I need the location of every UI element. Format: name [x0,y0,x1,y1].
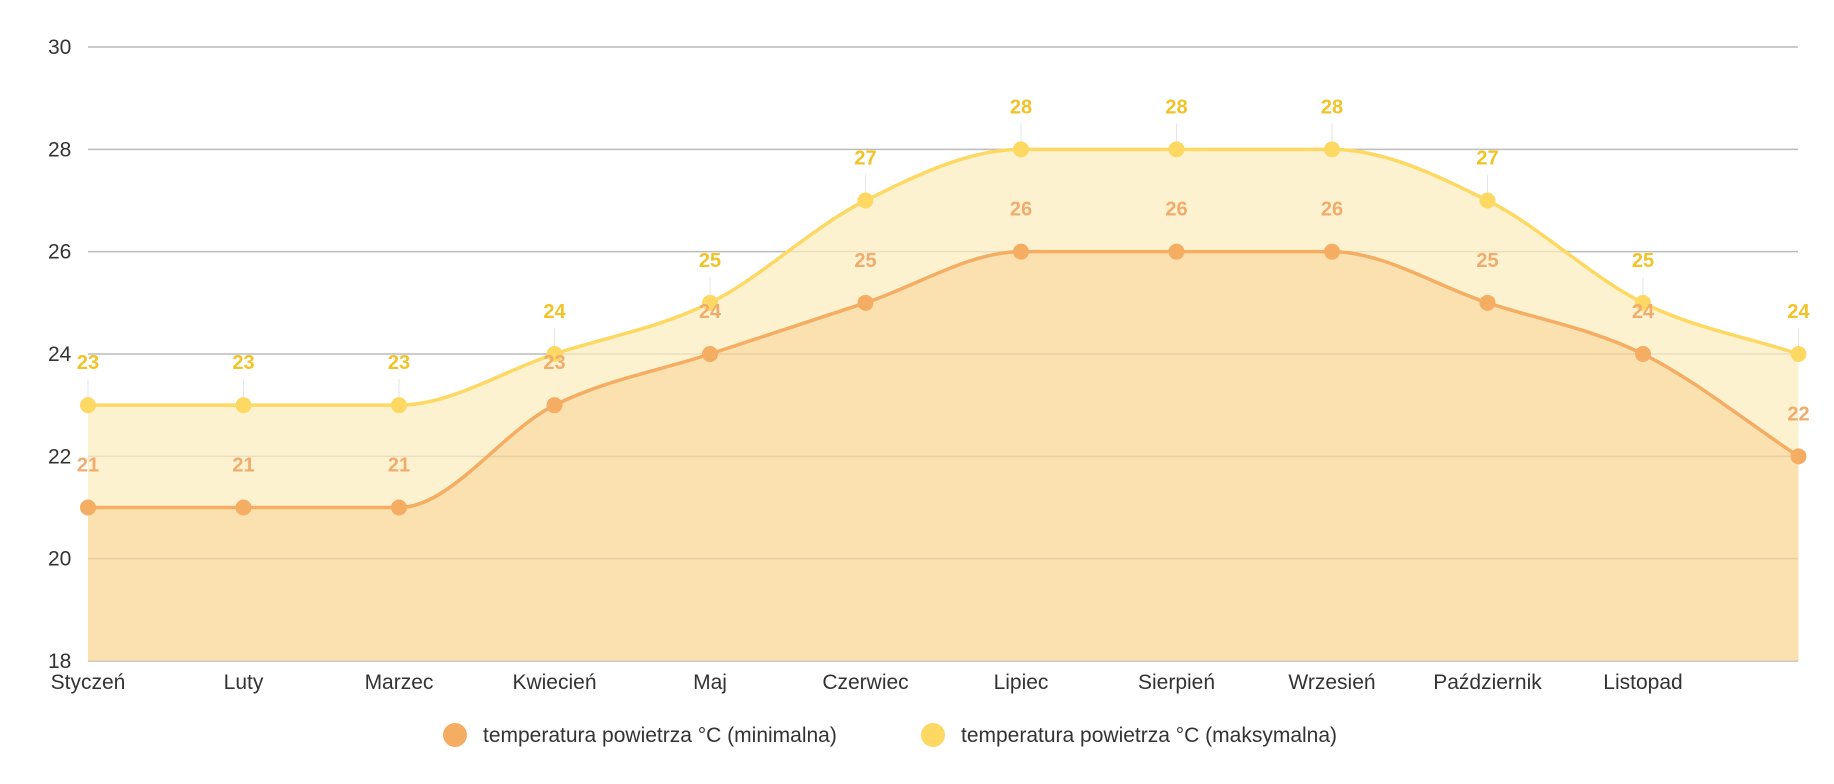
point-series-0-4[interactable] [702,346,718,362]
data-label-series-1-7: 28 [1165,96,1187,118]
legend-marker-0[interactable] [443,723,467,747]
data-label-series-0-3: 23 [543,352,565,374]
point-series-1-5[interactable] [857,192,874,209]
x-tick-label-10: Listopad [1603,671,1682,694]
point-series-0-10[interactable] [1635,346,1651,362]
y-tick-label-26: 26 [48,241,71,264]
point-series-1-9[interactable] [1479,192,1496,209]
x-tick-label-4: Maj [693,671,727,694]
y-tick-label-20: 20 [48,548,71,571]
point-series-1-2[interactable] [391,397,407,414]
data-label-series-0-2: 21 [388,455,410,477]
point-series-1-10[interactable] [1635,294,1651,311]
x-tick-label-9: Październik [1433,671,1542,694]
line-series-1 [87,147,1800,407]
x-tick-label-5: Czerwiec [822,671,908,694]
point-series-0-6[interactable] [1013,243,1029,260]
point-series-0-8[interactable] [1324,243,1340,260]
x-tick-label-3: Kwiecień [512,671,596,694]
point-series-0-3[interactable] [546,397,563,414]
data-label-series-1-6: 28 [1010,96,1032,118]
x-axis-tick-labels: Styczeń Luty Marzec Kwiecień Maj Czerwiec Lipi… [51,671,1683,694]
y-tick-label-24: 24 [48,343,72,366]
point-series-0-0[interactable] [80,499,96,516]
series-areas [88,46,1799,662]
x-tick-label-1: Luty [224,671,264,694]
data-label-series-0-7: 26 [1165,199,1187,221]
y-tick-label-18: 18 [48,650,71,673]
legend-label-1[interactable]: temperatura powietrza °C (maksymalna) [961,724,1337,747]
data-label-series-0-1: 21 [232,455,254,477]
data-label-series-0-6: 26 [1010,199,1032,221]
data-label-series-0-10: 24 [1632,301,1655,323]
data-label-series-1-9: 27 [1476,148,1498,170]
data-label-series-1-2: 23 [388,352,410,374]
point-series-0-5[interactable] [857,294,874,311]
point-series-1-0[interactable] [80,397,96,414]
legend: temperatura powietrza °C (minimalna) temp… [443,723,1337,747]
x-tick-label-6: Lipiec [994,671,1049,694]
data-label-series-1-11: 24 [1787,301,1810,323]
point-series-1-3[interactable] [546,346,563,362]
x-tick-label-2: Marzec [365,671,434,694]
data-label-series-1-0: 23 [77,352,99,374]
data-label-series-1-5: 27 [854,148,876,170]
series-points [80,141,1807,516]
data-label-series-1-3: 24 [543,301,566,323]
data-label-series-1-8: 28 [1321,96,1343,118]
y-tick-label-30: 30 [48,36,71,59]
point-series-1-6[interactable] [1013,141,1029,158]
y-axis-tick-labels: 18 20 22 24 26 28 30 [48,36,72,673]
data-label-series-1-1: 23 [232,352,254,374]
point-series-1-11[interactable] [1790,346,1807,362]
y-tick-label-28: 28 [48,138,71,161]
point-series-0-1[interactable] [235,499,252,516]
data-label-series-0-0: 21 [77,455,99,477]
point-series-1-4[interactable] [702,294,718,311]
point-series-1-1[interactable] [235,397,252,414]
y-tick-label-22: 22 [48,445,71,468]
data-label-series-0-5: 25 [854,250,876,272]
line-series-0 [87,249,1800,510]
data-label-series-1-4: 25 [699,250,721,272]
data-labels: 21 21 21 23 24 25 26 26 26 25 24 22 23 23 23 24 25 27 28 28… [77,96,1811,476]
data-label-series-0-8: 26 [1321,199,1343,221]
data-label-series-0-4: 24 [699,301,722,323]
data-label-series-0-9: 25 [1476,250,1498,272]
x-tick-label-0: Styczeń [51,671,126,694]
area-series-0 [88,251,1799,661]
series-lines [87,147,1800,510]
point-series-0-9[interactable] [1479,294,1496,311]
point-series-0-7[interactable] [1168,243,1185,260]
data-label-series-1-10: 25 [1632,250,1654,272]
data-label-series-0-11: 22 [1787,403,1809,425]
point-series-0-2[interactable] [391,499,407,516]
point-series-0-11[interactable] [1790,448,1807,465]
legend-marker-1[interactable] [921,723,945,747]
x-tick-label-7: Sierpień [1138,671,1215,694]
x-tick-label-8: Wrzesień [1288,671,1375,694]
point-series-1-7[interactable] [1168,141,1185,158]
point-series-1-8[interactable] [1324,141,1340,158]
legend-label-0[interactable]: temperatura powietrza °C (minimalna) [483,724,837,747]
